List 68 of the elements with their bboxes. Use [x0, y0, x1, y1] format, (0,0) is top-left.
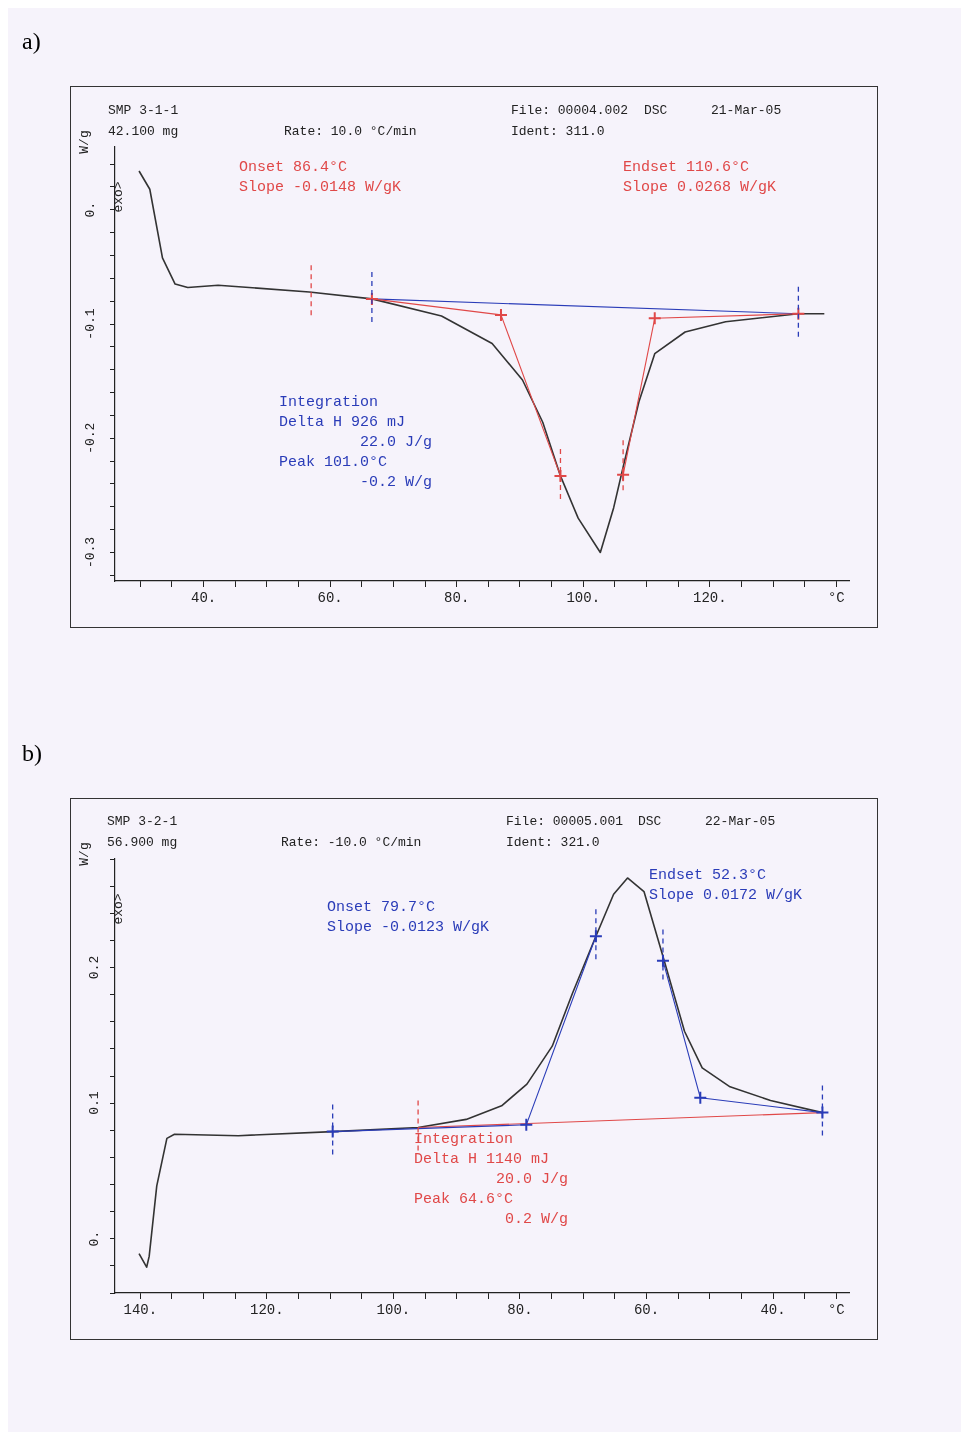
text: 56.900 mg	[107, 835, 178, 851]
x-tick-label: 120.	[692, 590, 727, 607]
annotation: exo>	[111, 893, 127, 925]
annotation: 0.2 W/g	[505, 1210, 569, 1228]
x-tick-label: °C	[827, 1302, 845, 1319]
text: File: 00005.001	[506, 814, 624, 830]
annotation: Endset 110.6°C	[623, 158, 750, 176]
annotation: 20.0 J/g	[496, 1170, 569, 1188]
point	[815, 1105, 830, 1120]
y-tick-label: -0.3	[82, 536, 98, 569]
y-tick-label: 0.1	[86, 1091, 102, 1115]
annotation: Slope 0.0268 W/gK	[623, 178, 777, 196]
annotation: Integration	[279, 393, 379, 411]
text: 21-Mar-05	[711, 103, 782, 119]
text: DSC	[644, 103, 668, 119]
x-tick-label: 60.	[317, 590, 343, 607]
x-tick-label: 40.	[190, 590, 217, 607]
x-tick-label: 100.	[376, 1302, 411, 1319]
x-tick-label: 60.	[633, 1302, 660, 1319]
point	[655, 953, 670, 968]
point	[693, 1090, 708, 1105]
x-tick-label: 100.	[566, 590, 601, 607]
x-tick-label: 40.	[760, 1302, 786, 1319]
annotation: Peak 101.0°C	[279, 453, 388, 471]
annotation: Slope -0.0148 W/gK	[239, 178, 402, 196]
text: Rate: 10.0 °C/min	[284, 124, 417, 140]
text: Ident: 321.0	[506, 835, 600, 851]
annotation: 22.0 J/g	[360, 433, 433, 451]
point	[519, 1117, 534, 1132]
annotation: Slope -0.0123 W/gK	[327, 918, 490, 936]
text: File: 00004.002	[511, 103, 629, 119]
y-axis-title: W/g	[77, 842, 93, 866]
y-axis-title: W/g	[77, 130, 93, 154]
point	[493, 307, 508, 322]
text: Ident: 311.0	[511, 124, 605, 140]
text: 42.100 mg	[108, 124, 179, 140]
point	[325, 1124, 340, 1139]
point	[647, 311, 662, 326]
annotation: Delta H 926 mJ	[279, 413, 406, 431]
text: SMP 3-1-1	[108, 103, 179, 119]
point	[588, 929, 603, 944]
point	[791, 306, 806, 321]
text: DSC	[638, 814, 662, 830]
text: 22-Mar-05	[705, 814, 776, 830]
x-tick-label: 140.	[123, 1302, 158, 1319]
text: Rate: -10.0 °C/min	[281, 835, 422, 851]
annotation: Slope 0.0172 W/gK	[649, 886, 803, 904]
annotation: exo>	[111, 181, 127, 213]
text: SMP 3-2-1	[107, 814, 178, 830]
x-tick-label: 120.	[250, 1302, 284, 1319]
annotation: Endset 52.3°C	[649, 866, 767, 884]
y-tick-label: -0.2	[82, 422, 98, 454]
x-tick-label: 80.	[444, 590, 470, 607]
chart-title: b)	[22, 740, 42, 767]
chart-title: a)	[22, 28, 41, 55]
annotation: Delta H 1140 mJ	[414, 1150, 550, 1168]
annotation: Integration	[414, 1130, 514, 1148]
annotation: -0.2 W/g	[360, 473, 433, 491]
annotation: Onset 86.4°C	[239, 158, 348, 176]
x-tick-label: °C	[827, 590, 845, 607]
y-tick-label: 0.	[86, 1230, 102, 1247]
y-tick-label: 0.2	[86, 955, 102, 980]
x-tick-label: 80.	[507, 1302, 533, 1319]
annotation: Onset 79.7°C	[327, 898, 436, 916]
point	[553, 468, 568, 483]
y-tick-label: -0.1	[82, 308, 98, 340]
y-tick-label: 0.	[82, 202, 98, 218]
annotation: Peak 64.6°C	[414, 1190, 514, 1208]
